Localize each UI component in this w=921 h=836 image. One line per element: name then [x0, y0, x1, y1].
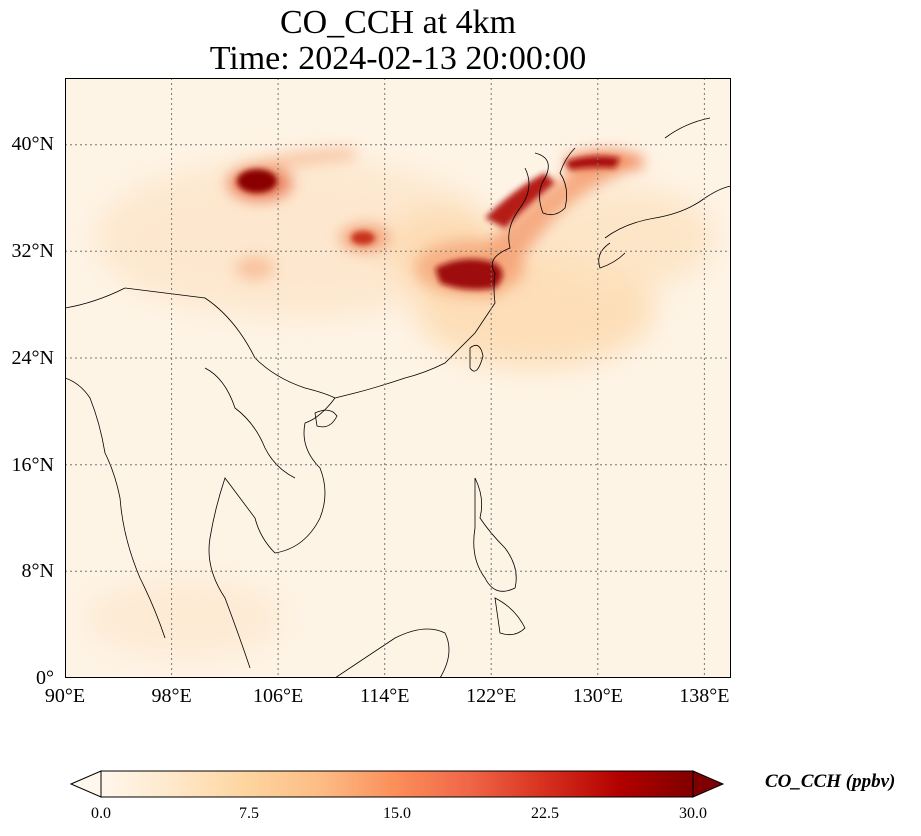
colorbar-tick-0: 0.0 [91, 805, 111, 822]
colorbar-extend-max [692, 770, 725, 798]
colorbar-gradient [100, 770, 694, 798]
lon-label-98e: 98°E [151, 685, 192, 707]
colorbar-extend-min [70, 770, 102, 798]
lat-label-0: 0° [36, 667, 54, 689]
lon-label-114e: 114°E [359, 685, 410, 707]
colorbar-label: CO_CCH (ppbv) [765, 771, 896, 792]
lat-label-24n: 24°N [11, 347, 54, 369]
colorbar [70, 770, 725, 798]
colorbar-tick-15: 15.0 [383, 805, 411, 822]
lon-label-130e: 130°E [572, 685, 623, 707]
colorbar-tick-22-5: 22.5 [531, 805, 559, 822]
map-time-subtitle: Time: 2024-02-13 20:00:00 [209, 40, 587, 77]
map-border [65, 78, 731, 678]
coastlines-and-borders [65, 117, 731, 678]
concentration-hotspots-core [237, 156, 620, 290]
lat-label-40n: 40°N [11, 133, 54, 155]
colorbar-tick-30: 30.0 [679, 805, 707, 822]
colorbar-tick-7-5: 7.5 [239, 805, 259, 822]
lat-label-8n: 8°N [21, 560, 54, 582]
map-plot [65, 78, 731, 678]
lon-label-122e: 122°E [466, 685, 517, 707]
lat-label-16n: 16°N [11, 454, 54, 476]
map-title: CO_CCH at 4km [279, 4, 517, 41]
lon-label-90e: 90°E [44, 685, 86, 707]
map-gridlines [65, 78, 731, 678]
lon-label-138e: 138°E [679, 685, 730, 707]
lat-label-32n: 32°N [11, 240, 54, 262]
lon-label-106e: 106°E [252, 685, 304, 707]
